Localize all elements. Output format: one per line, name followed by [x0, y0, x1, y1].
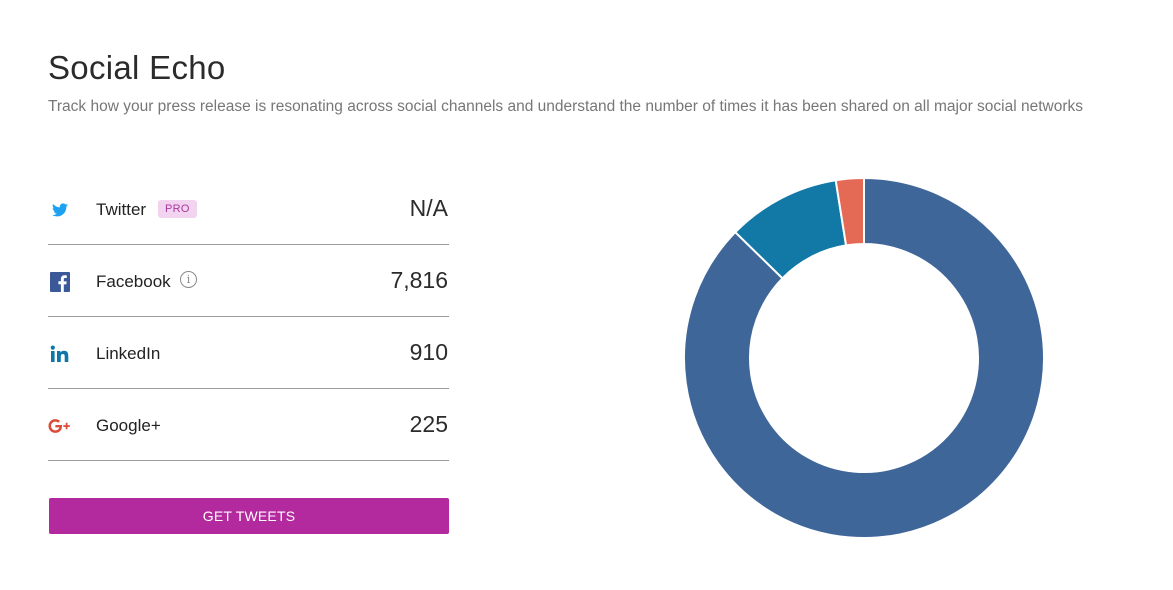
stat-label-google-plus: Google+ — [96, 416, 161, 435]
donut-slice-facebook — [683, 176, 1045, 539]
stat-row-facebook: Facebook i 7,816 — [48, 246, 449, 317]
page-subtitle: Track how your press release is resonati… — [48, 98, 1084, 115]
pro-badge: PRO — [158, 200, 197, 218]
google-plus-icon — [48, 414, 72, 438]
stat-row-linkedin: LinkedIn 910 — [48, 318, 449, 389]
social-stats-list: Twitter PRO N/A Facebook i 7,816 LinkedI… — [48, 174, 449, 462]
donut-slice-google- — [834, 176, 865, 247]
social-share-donut-chart — [664, 158, 1064, 558]
twitter-icon — [48, 198, 72, 222]
page-title: Social Echo — [48, 49, 226, 86]
linkedin-icon — [48, 342, 72, 366]
stat-label-twitter: Twitter — [96, 200, 147, 219]
info-icon[interactable]: i — [180, 271, 197, 288]
get-tweets-button[interactable]: GET TWEETS — [49, 498, 449, 534]
stat-value-twitter: N/A — [409, 195, 448, 221]
stat-label-facebook: Facebook — [96, 272, 171, 291]
stat-row-google-plus: Google+ 225 — [48, 390, 449, 461]
stat-row-twitter: Twitter PRO N/A — [48, 174, 449, 245]
stat-label-linkedin: LinkedIn — [96, 344, 161, 363]
donut-chart-svg — [683, 176, 1045, 539]
stat-value-google-plus: 225 — [409, 411, 448, 437]
stat-value-facebook: 7,816 — [390, 267, 448, 293]
facebook-icon — [48, 270, 72, 294]
stat-value-linkedin: 910 — [409, 339, 448, 365]
